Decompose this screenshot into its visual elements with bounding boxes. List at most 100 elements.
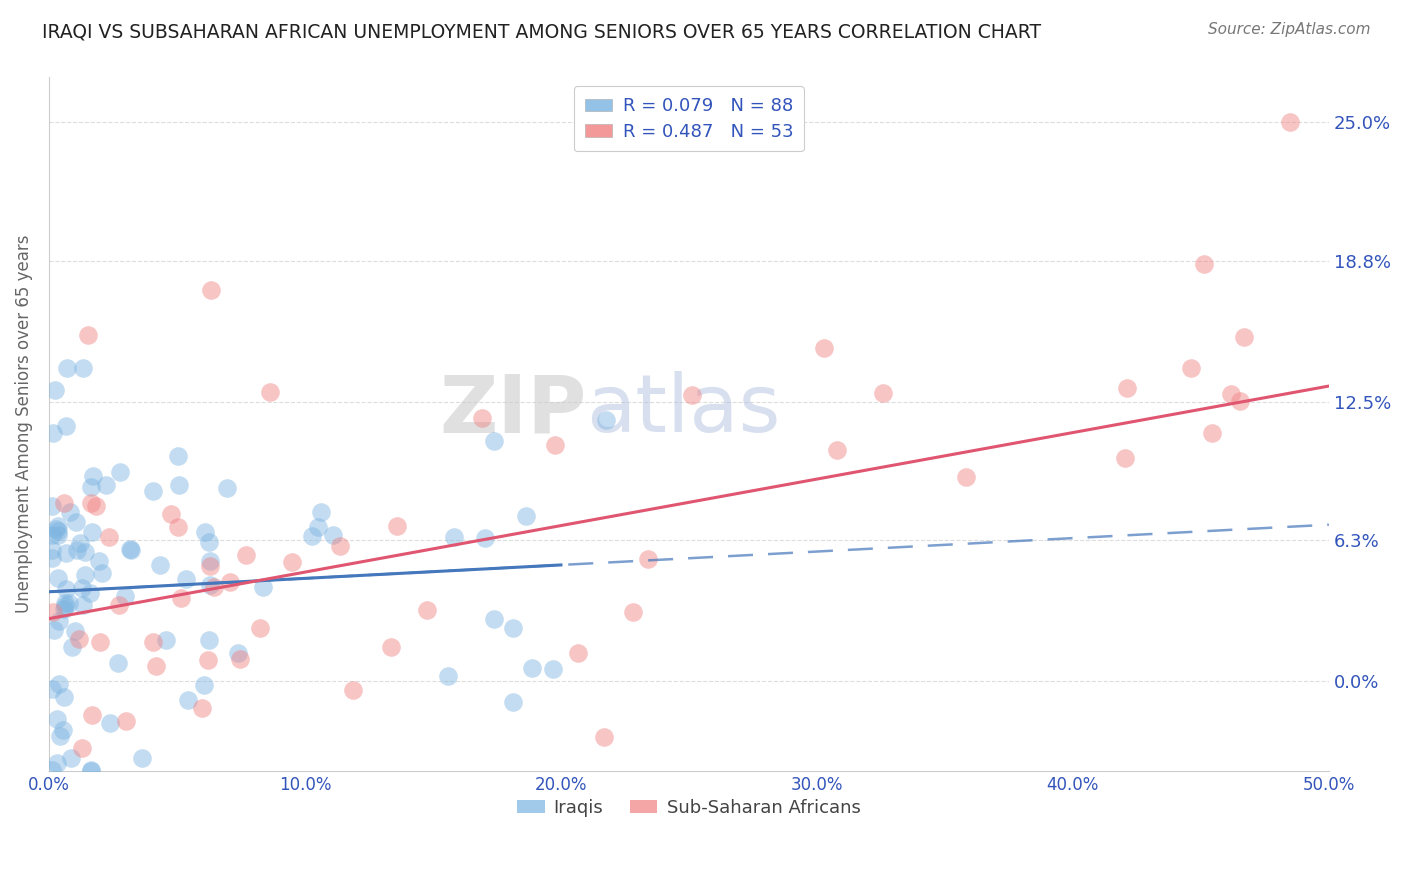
- Text: ZIP: ZIP: [439, 371, 586, 450]
- Point: [65, 515, 87, 529]
- Point: [482, 434, 505, 449]
- Point: [59, 751, 82, 765]
- Point: [1180, 361, 1202, 376]
- Point: [170, 591, 193, 605]
- Point: [67, 632, 90, 647]
- Point: [108, 465, 131, 479]
- Legend: Iraqis, Sub-Saharan Africans: Iraqis, Sub-Saharan Africans: [510, 791, 868, 824]
- Point: [1279, 115, 1302, 129]
- Point: [48, 524, 70, 539]
- Point: [202, 580, 225, 594]
- Point: [70, 581, 93, 595]
- Point: [98, 530, 121, 544]
- Point: [309, 504, 332, 518]
- Point: [1114, 450, 1136, 465]
- Point: [194, 524, 217, 539]
- Point: [544, 437, 567, 451]
- Point: [322, 528, 344, 542]
- Point: [46, 528, 69, 542]
- Point: [1219, 387, 1241, 401]
- Point: [193, 678, 215, 692]
- Point: [200, 283, 222, 297]
- Point: [41, 499, 63, 513]
- Point: [42, 623, 65, 637]
- Point: [48, 614, 70, 628]
- Point: [595, 412, 617, 426]
- Point: [84, 499, 107, 513]
- Point: [80, 481, 103, 495]
- Point: [108, 599, 131, 613]
- Point: [58, 596, 80, 610]
- Point: [53, 690, 76, 704]
- Point: [380, 640, 402, 654]
- Point: [94, 477, 117, 491]
- Point: [145, 659, 167, 673]
- Point: [114, 714, 136, 729]
- Point: [387, 518, 409, 533]
- Point: [200, 578, 222, 592]
- Point: [41, 528, 63, 542]
- Point: [329, 539, 352, 553]
- Point: [217, 481, 239, 495]
- Point: [80, 763, 103, 777]
- Y-axis label: Unemployment Among Seniors over 65 years: Unemployment Among Seniors over 65 years: [15, 235, 32, 614]
- Point: [592, 730, 614, 744]
- Point: [1116, 381, 1139, 395]
- Point: [46, 519, 69, 533]
- Point: [79, 586, 101, 600]
- Point: [308, 520, 330, 534]
- Point: [75, 568, 97, 582]
- Point: [72, 598, 94, 612]
- Point: [55, 419, 77, 434]
- Point: [45, 756, 67, 770]
- Point: [813, 341, 835, 355]
- Text: Source: ZipAtlas.com: Source: ZipAtlas.com: [1208, 22, 1371, 37]
- Point: [49, 729, 72, 743]
- Point: [872, 386, 894, 401]
- Point: [1194, 257, 1216, 271]
- Point: [155, 632, 177, 647]
- Point: [502, 621, 524, 635]
- Point: [42, 425, 65, 440]
- Point: [79, 496, 101, 510]
- Point: [55, 582, 77, 596]
- Point: [69, 535, 91, 549]
- Point: [1201, 426, 1223, 441]
- Point: [72, 741, 94, 756]
- Point: [191, 701, 214, 715]
- Point: [520, 661, 543, 675]
- Point: [198, 633, 221, 648]
- Point: [66, 542, 89, 557]
- Point: [226, 646, 249, 660]
- Point: [541, 662, 564, 676]
- Point: [63, 624, 86, 638]
- Point: [98, 716, 121, 731]
- Point: [41, 764, 63, 778]
- Point: [55, 546, 77, 560]
- Point: [471, 410, 494, 425]
- Point: [91, 566, 114, 580]
- Point: [77, 327, 100, 342]
- Point: [46, 571, 69, 585]
- Point: [955, 470, 977, 484]
- Point: [80, 764, 103, 778]
- Point: [198, 554, 221, 568]
- Point: [114, 589, 136, 603]
- Point: [142, 634, 165, 648]
- Point: [131, 751, 153, 765]
- Point: [259, 384, 281, 399]
- Point: [567, 646, 589, 660]
- Point: [53, 596, 76, 610]
- Point: [52, 723, 75, 737]
- Point: [484, 612, 506, 626]
- Point: [621, 605, 644, 619]
- Point: [252, 580, 274, 594]
- Point: [502, 695, 524, 709]
- Point: [827, 443, 849, 458]
- Point: [41, 682, 63, 697]
- Point: [41, 543, 63, 558]
- Point: [235, 548, 257, 562]
- Point: [174, 572, 197, 586]
- Point: [197, 652, 219, 666]
- Point: [73, 545, 96, 559]
